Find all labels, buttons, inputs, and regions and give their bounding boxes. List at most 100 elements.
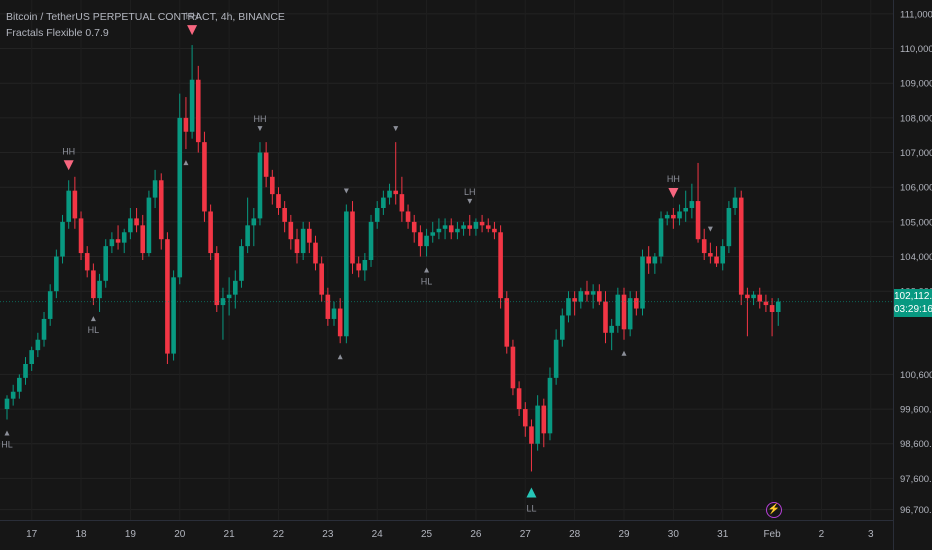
- candle[interactable]: [566, 291, 571, 323]
- candle[interactable]: [683, 190, 688, 222]
- candle[interactable]: [368, 214, 374, 267]
- candle[interactable]: [97, 273, 102, 312]
- candle[interactable]: [121, 228, 127, 254]
- candle[interactable]: [165, 232, 170, 364]
- candle[interactable]: [658, 211, 664, 264]
- candle[interactable]: [522, 402, 528, 437]
- candle[interactable]: [646, 246, 651, 274]
- candle[interactable]: [689, 183, 695, 219]
- candle[interactable]: [4, 395, 10, 420]
- candle[interactable]: [535, 395, 540, 451]
- candle[interactable]: [560, 308, 565, 347]
- candle[interactable]: [448, 218, 454, 240]
- candle[interactable]: [757, 287, 763, 309]
- candle[interactable]: [473, 218, 479, 236]
- candle[interactable]: [393, 142, 399, 205]
- lightning-icon[interactable]: ⚡: [766, 502, 782, 518]
- symbol-title[interactable]: Bitcoin / TetherUS PERPETUAL CONTRACT, 4…: [6, 11, 285, 23]
- candle[interactable]: [263, 142, 269, 188]
- candle[interactable]: [35, 332, 41, 358]
- candle[interactable]: [609, 318, 614, 351]
- candle[interactable]: [455, 221, 460, 240]
- candle[interactable]: [399, 176, 405, 222]
- candle[interactable]: [270, 169, 275, 205]
- candle[interactable]: [621, 287, 627, 340]
- candle[interactable]: [726, 201, 732, 254]
- candle[interactable]: [152, 169, 158, 208]
- candle[interactable]: [504, 291, 510, 354]
- candle[interactable]: [738, 190, 744, 306]
- candle[interactable]: [671, 208, 676, 229]
- candle[interactable]: [72, 176, 78, 229]
- candle[interactable]: [745, 287, 750, 337]
- candle[interactable]: [547, 367, 553, 441]
- candle[interactable]: [479, 214, 485, 233]
- candle[interactable]: [751, 291, 756, 306]
- candle[interactable]: [485, 218, 491, 233]
- candle[interactable]: [597, 284, 602, 306]
- candle[interactable]: [424, 228, 429, 257]
- candle[interactable]: [362, 253, 368, 281]
- candle[interactable]: [60, 214, 65, 264]
- candle[interactable]: [541, 398, 547, 448]
- candle[interactable]: [720, 239, 726, 271]
- candle[interactable]: [652, 253, 658, 274]
- candle[interactable]: [183, 97, 189, 150]
- candle[interactable]: [47, 284, 53, 326]
- candle[interactable]: [461, 221, 466, 236]
- candle[interactable]: [115, 225, 121, 250]
- candle[interactable]: [492, 221, 497, 240]
- candle[interactable]: [701, 228, 707, 260]
- candle[interactable]: [603, 291, 608, 344]
- candle[interactable]: [300, 221, 306, 260]
- candle[interactable]: [640, 249, 645, 316]
- candle[interactable]: [381, 190, 386, 215]
- candle[interactable]: [29, 346, 34, 371]
- candle[interactable]: [84, 246, 90, 278]
- candle[interactable]: [387, 183, 392, 205]
- candle[interactable]: [288, 214, 294, 250]
- candle[interactable]: [529, 419, 534, 472]
- candle[interactable]: [276, 187, 281, 215]
- candle[interactable]: [189, 45, 195, 139]
- candle[interactable]: [763, 294, 769, 312]
- candle[interactable]: [208, 204, 213, 260]
- candle[interactable]: [10, 384, 16, 406]
- candle[interactable]: [331, 301, 337, 326]
- candle[interactable]: [158, 173, 164, 250]
- candle[interactable]: [510, 339, 516, 396]
- candle[interactable]: [442, 218, 448, 240]
- candle[interactable]: [54, 249, 59, 299]
- candle[interactable]: [66, 180, 71, 229]
- candle[interactable]: [572, 291, 577, 316]
- candle[interactable]: [405, 204, 411, 229]
- candle[interactable]: [257, 142, 263, 226]
- candle[interactable]: [319, 256, 324, 302]
- candle[interactable]: [356, 256, 361, 278]
- candle[interactable]: [214, 246, 220, 312]
- candle[interactable]: [171, 270, 176, 361]
- candle[interactable]: [374, 201, 380, 229]
- indicator-title[interactable]: Fractals Flexible 0.7.9: [6, 27, 109, 39]
- candle[interactable]: [307, 221, 312, 254]
- candle[interactable]: [708, 242, 713, 264]
- candle[interactable]: [677, 204, 682, 226]
- candle[interactable]: [325, 287, 331, 326]
- candle[interactable]: [226, 277, 232, 316]
- candle[interactable]: [732, 187, 738, 215]
- candle[interactable]: [134, 208, 139, 233]
- candle[interactable]: [195, 65, 201, 153]
- candle[interactable]: [103, 239, 109, 288]
- candle[interactable]: [350, 201, 355, 274]
- candle[interactable]: [146, 190, 152, 257]
- candle[interactable]: [177, 93, 183, 285]
- candle[interactable]: [634, 291, 639, 316]
- candle[interactable]: [294, 228, 300, 264]
- candle[interactable]: [344, 204, 349, 344]
- candle[interactable]: [775, 298, 781, 326]
- candle[interactable]: [664, 211, 670, 226]
- candle[interactable]: [282, 201, 287, 233]
- candle[interactable]: [91, 263, 96, 306]
- candle[interactable]: [313, 235, 318, 271]
